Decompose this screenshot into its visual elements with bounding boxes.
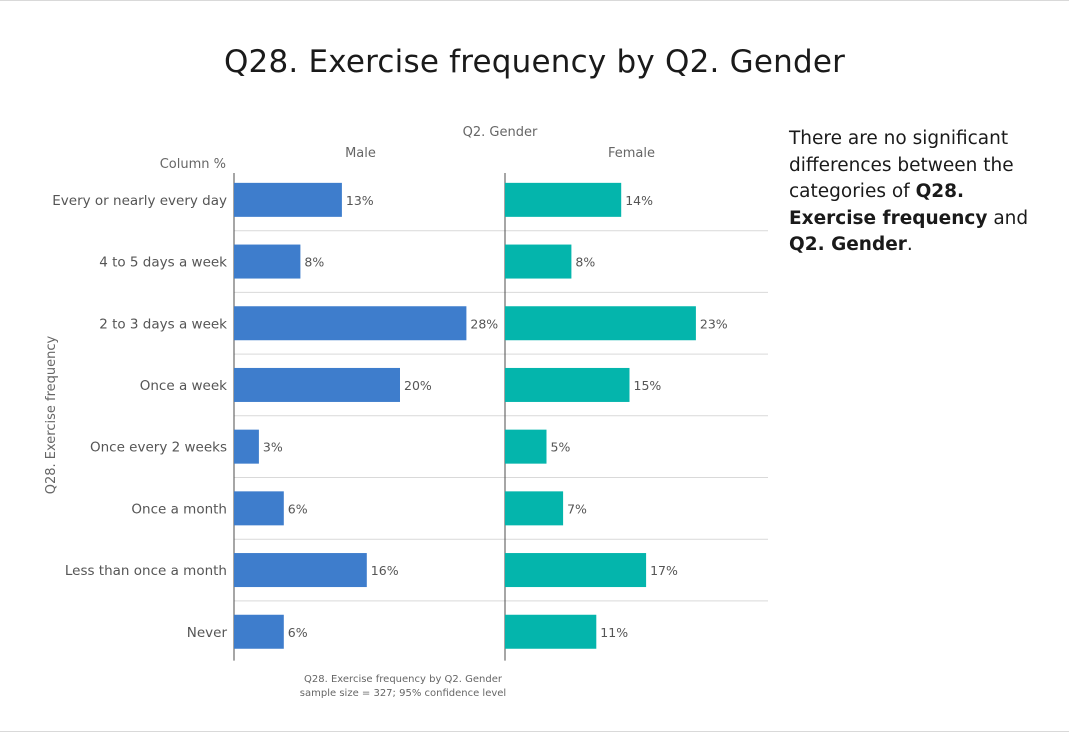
note-text-middle: and	[987, 207, 1029, 229]
bar-male	[234, 614, 284, 649]
bar-female	[505, 491, 564, 526]
bar-female	[505, 367, 630, 402]
top-border	[0, 0, 1069, 1]
note-text-end: .	[906, 234, 913, 255]
data-label-male: 16%	[371, 563, 399, 578]
data-label-male: 20%	[404, 378, 432, 393]
panel-header-female: Female	[608, 146, 655, 161]
data-label-male: 6%	[288, 501, 308, 516]
category-label: Less than once a month	[65, 563, 227, 579]
bar-female	[505, 182, 622, 217]
data-label-male: 8%	[304, 255, 324, 270]
data-label-female: 17%	[650, 563, 678, 578]
data-label-male: 13%	[346, 193, 374, 208]
data-label-male: 3%	[263, 440, 283, 455]
category-label: 2 to 3 days a week	[99, 316, 227, 332]
column-group-label: Q2. Gender	[463, 125, 538, 140]
significance-note: There are no significant differences bet…	[789, 126, 1039, 259]
data-label-female: 15%	[634, 378, 662, 393]
category-label: Never	[187, 625, 228, 641]
bar-male	[234, 306, 467, 341]
bar-female	[505, 614, 597, 649]
footnote-line-2: sample size = 327; 95% confidence level	[300, 688, 506, 699]
note-bold-variable-2: Q2. Gender	[789, 234, 907, 255]
data-label-female: 8%	[575, 255, 595, 270]
bar-male	[234, 429, 259, 464]
data-label-female: 5%	[551, 440, 571, 455]
bar-female	[505, 244, 572, 279]
bar-female	[505, 429, 547, 464]
bottom-border	[0, 731, 1069, 732]
bar-male	[234, 491, 284, 526]
note-bold-variable-1: Q28. Exercise frequency	[789, 181, 988, 229]
data-label-male: 28%	[470, 316, 498, 331]
panel-header-male: Male	[345, 146, 376, 161]
y-axis-title: Q28. Exercise frequency	[44, 335, 59, 494]
data-label-male: 6%	[288, 625, 308, 640]
measure-label: Column %	[160, 157, 226, 172]
category-label: Once a month	[131, 501, 227, 517]
category-label: Every or nearly every day	[52, 193, 227, 209]
chart-title: Q28. Exercise frequency by Q2. Gender	[223, 44, 846, 80]
data-label-female: 7%	[567, 501, 587, 516]
data-label-female: 14%	[625, 193, 653, 208]
plot-area: Male Female Every or nearly every day 4 to …	[52, 146, 768, 661]
data-label-female: 11%	[600, 625, 628, 640]
footnote-line-1: Q28. Exercise frequency by Q2. Gender	[304, 674, 503, 685]
bar-female	[505, 553, 647, 588]
bar-male	[234, 553, 367, 588]
category-label: 4 to 5 days a week	[99, 255, 227, 271]
data-label-female: 23%	[700, 316, 728, 331]
bar-female	[505, 306, 696, 341]
bar-male	[234, 182, 342, 217]
note-text-start: There are no significant differences bet…	[789, 128, 1014, 202]
category-label: Once every 2 weeks	[90, 440, 227, 456]
bar-male	[234, 244, 301, 279]
category-label: Once a week	[140, 378, 227, 394]
bar-male	[234, 367, 400, 402]
